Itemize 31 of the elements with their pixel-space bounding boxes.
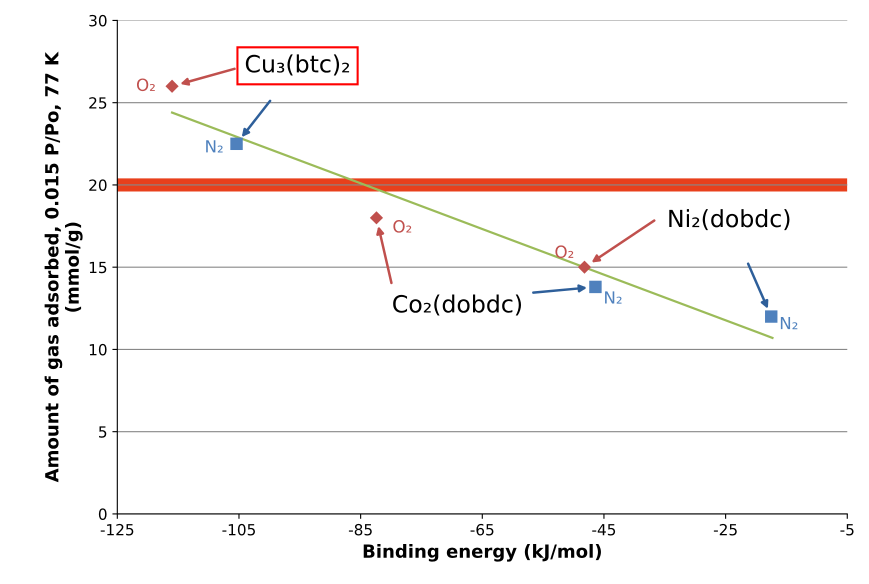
annotation: Cu₃(btc)₂ xyxy=(246,54,350,76)
point xyxy=(578,260,592,274)
point xyxy=(589,280,602,294)
text: N₂ xyxy=(206,140,223,152)
x-axis-title: Binding energy (kJ/mol) xyxy=(364,544,601,562)
text: O₂ xyxy=(555,245,574,258)
y-tick-label: 30 xyxy=(89,14,107,26)
y-tick-label: 5 xyxy=(99,426,106,438)
x-tick-label: -65 xyxy=(470,524,494,536)
annotation: Ni₂(dobdc) xyxy=(669,209,790,230)
point xyxy=(230,138,243,150)
y-tick-label: 20 xyxy=(89,179,107,191)
y-tick-label: 15 xyxy=(90,262,106,274)
text: O₂ xyxy=(136,78,155,92)
text: N₂ xyxy=(605,291,622,304)
point xyxy=(370,211,384,224)
series-label: N₂ xyxy=(780,316,798,330)
legend-label: O₂ xyxy=(393,220,412,233)
x-tick-label: -85 xyxy=(348,524,372,536)
annotation: Co₂(dobdc) xyxy=(393,294,522,316)
y-tick-label: 0 xyxy=(98,508,107,520)
point xyxy=(765,310,778,323)
x-tick-label: -105 xyxy=(222,524,255,536)
point xyxy=(165,80,179,93)
x-tick-label: -25 xyxy=(714,524,737,536)
y-tick-label: 10 xyxy=(90,344,107,356)
y-axis-title: Amount of gas adsorbed, 0.015 P/Po, 77 K (mmol/g) xyxy=(44,51,83,482)
y-tick-label: 25 xyxy=(89,97,106,109)
x-tick-label: -45 xyxy=(592,524,616,536)
x-tick-label: -125 xyxy=(100,524,134,536)
x-tick-label: -5 xyxy=(840,524,854,536)
